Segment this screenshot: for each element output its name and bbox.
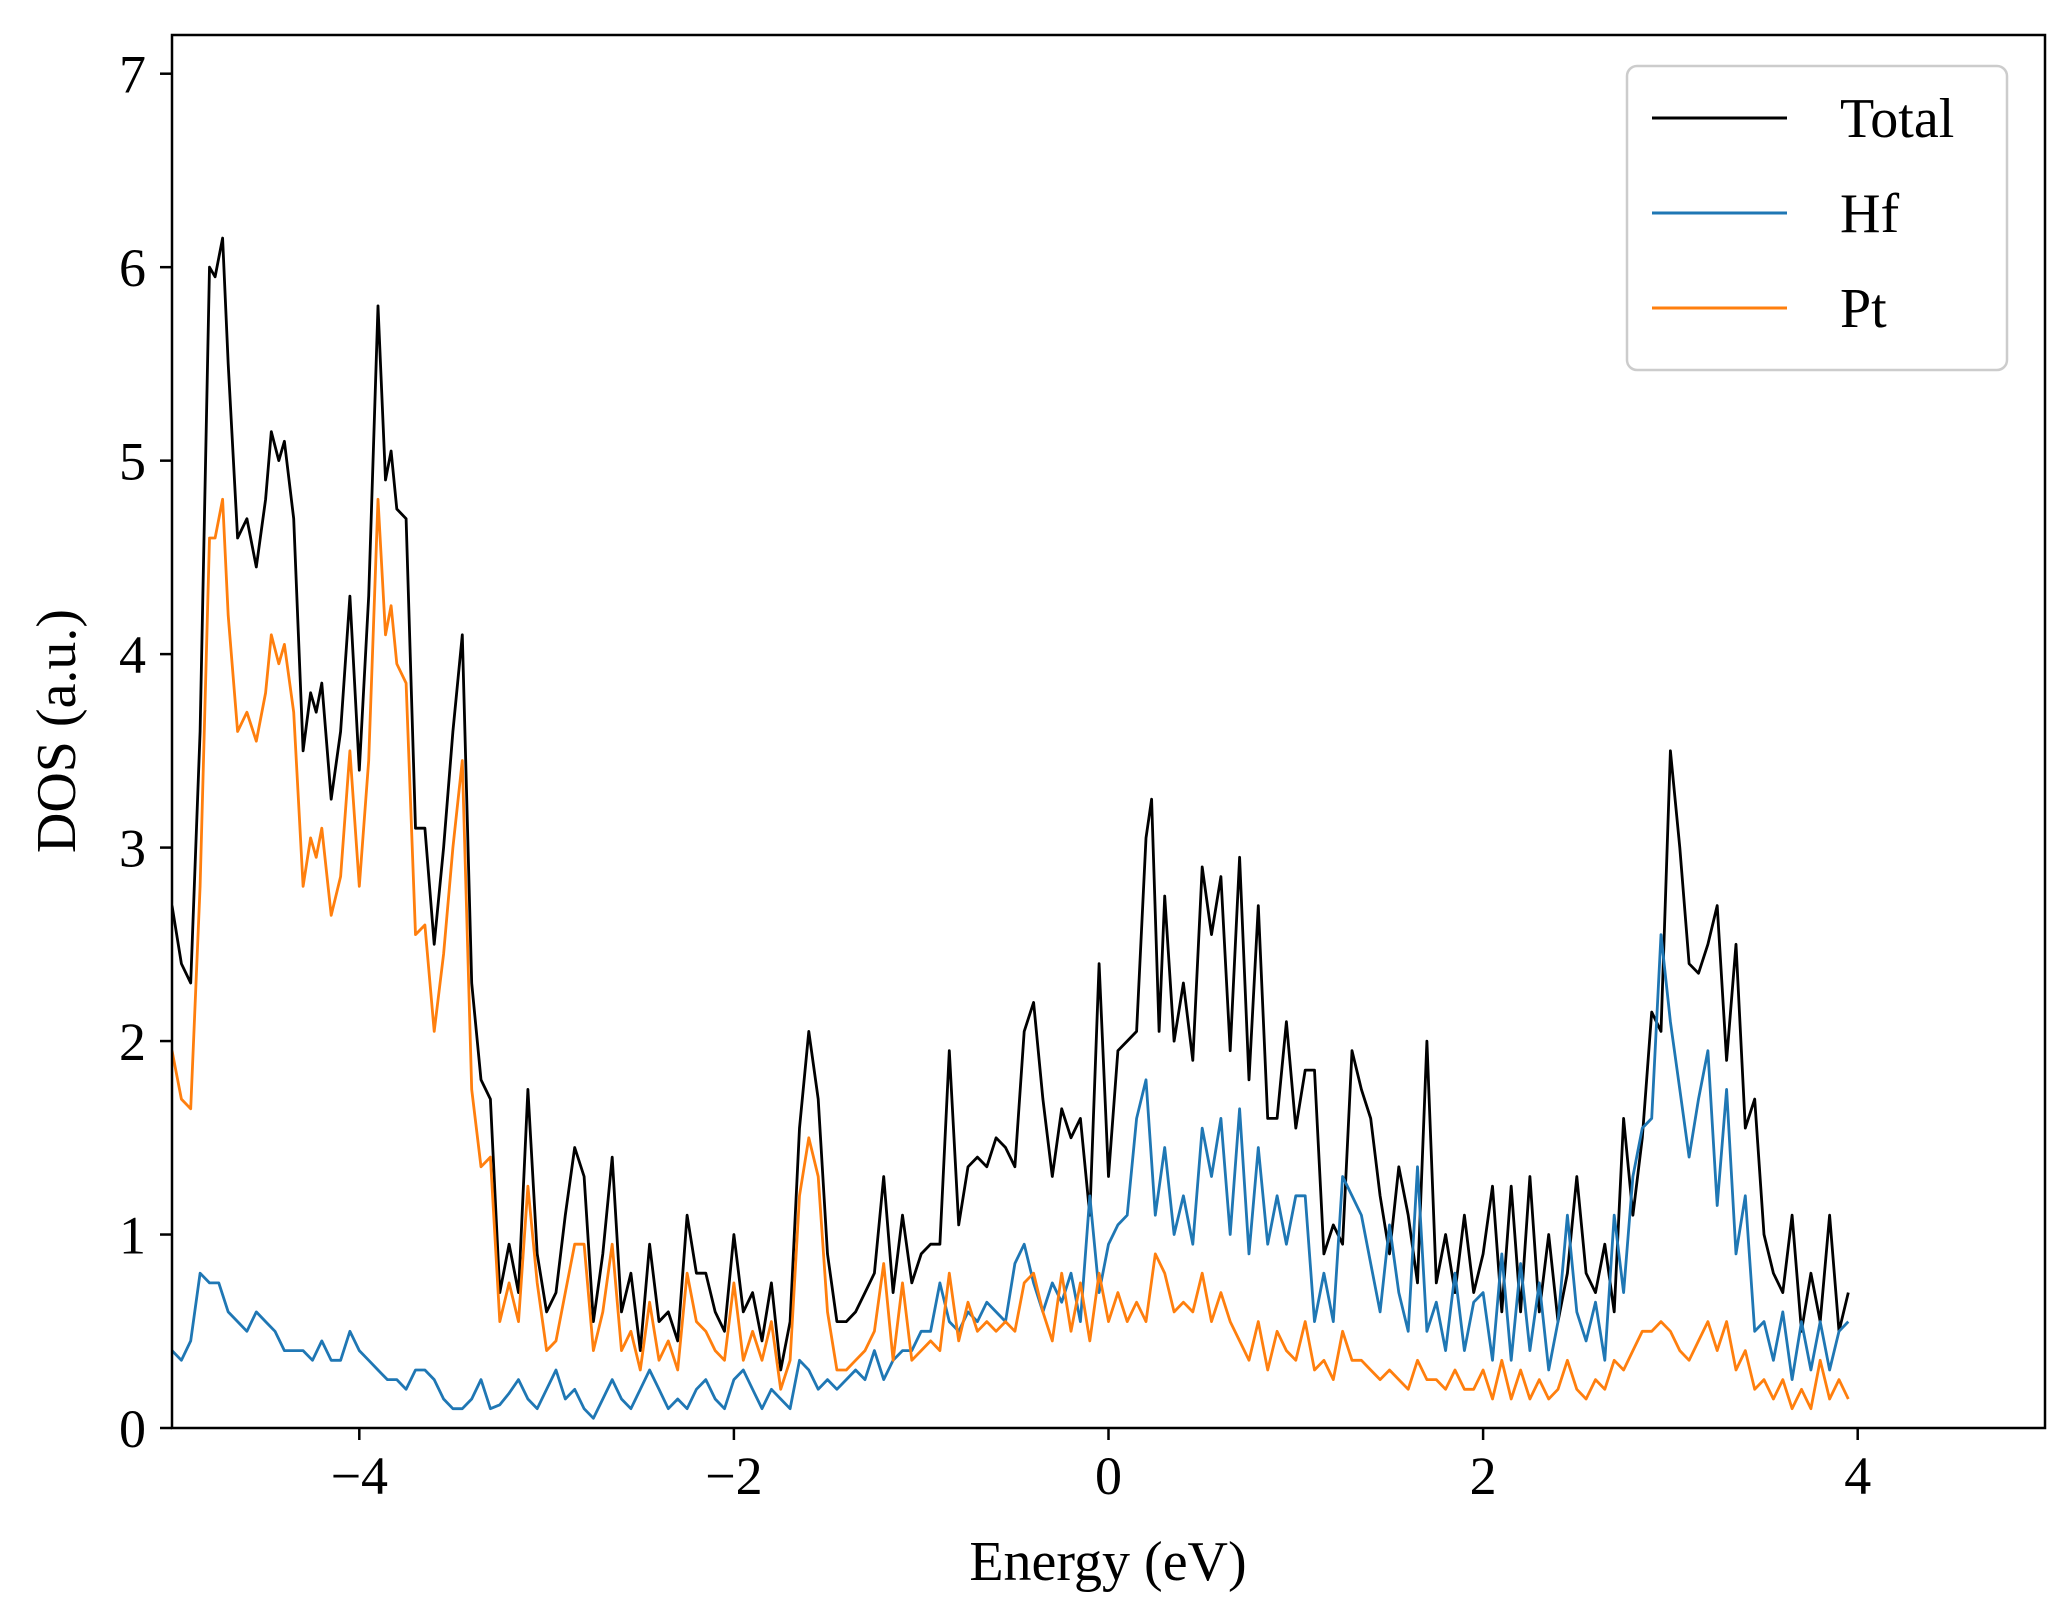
y-tick-label: 3	[119, 819, 146, 879]
legend: Total Hf Pt	[1625, 64, 2009, 372]
y-tick-label: 4	[119, 625, 146, 685]
y-tick-label: 1	[119, 1206, 146, 1266]
x-axis: −4 −2 0 2 4	[331, 1428, 1871, 1506]
y-tick-label: 0	[119, 1399, 146, 1459]
y-axis-label: DOS (a.u.)	[26, 609, 88, 853]
y-tick-label: 2	[119, 1012, 146, 1072]
legend-label-total: Total	[1840, 88, 1954, 150]
legend-label-pt: Pt	[1840, 278, 1887, 340]
series-line-hf	[172, 933, 1850, 1420]
legend-frame	[1625, 64, 2009, 372]
x-tick-label: −2	[705, 1446, 762, 1506]
x-axis-label: Energy (eV)	[969, 1531, 1246, 1593]
x-tick-label: 2	[1470, 1446, 1497, 1506]
x-tick-label: 0	[1095, 1446, 1122, 1506]
x-tick-label: 4	[1844, 1446, 1871, 1506]
y-axis: 0 1 2 3 4 5 6 7	[119, 45, 172, 1459]
series-line-pt	[172, 497, 1850, 1411]
y-tick-label: 7	[119, 45, 146, 105]
series-layer	[172, 236, 1850, 1420]
series-line-total	[172, 236, 1850, 1372]
y-tick-label: 5	[119, 432, 146, 492]
legend-label-hf: Hf	[1840, 183, 1899, 245]
x-tick-label: −4	[331, 1446, 388, 1506]
y-tick-label: 6	[119, 238, 146, 298]
